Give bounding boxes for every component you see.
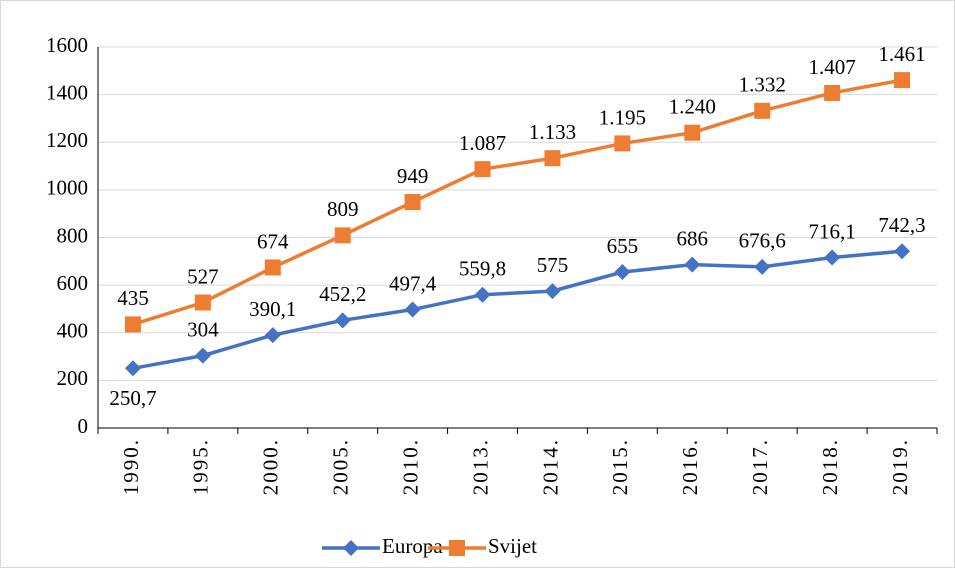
data-label: 527 [187,264,219,288]
point [894,243,911,260]
data-label: 1.407 [809,55,856,79]
y-tick-label: 0 [78,414,89,438]
point [124,360,141,377]
x-tick-label: 1990. [119,438,143,495]
point [824,84,841,101]
x-tick-label: 2017. [748,438,772,495]
point [684,256,701,273]
y-tick-label: 1200 [46,128,88,152]
point [194,347,211,364]
y-tick-label: 1400 [46,80,88,104]
point [264,327,281,344]
point [404,194,421,211]
x-tick-label: 2016. [678,438,702,495]
data-label: 674 [257,229,289,253]
data-label: 452,2 [319,282,366,306]
point [544,283,561,300]
data-label: 1.087 [459,131,506,155]
data-label: 742,3 [878,213,925,237]
point [614,264,631,281]
legend-label: Svijet [488,534,537,558]
series-line [132,249,903,371]
data-label: 1.195 [599,105,646,129]
data-label: 575 [537,253,569,277]
point [544,150,561,167]
x-tick-label: 2015. [608,438,632,495]
data-label: 686 [677,226,709,250]
y-tick-label: 200 [57,366,89,390]
point [754,102,771,119]
y-tick-label: 1000 [46,176,88,200]
point [474,286,491,303]
legend-marker [343,540,359,556]
data-label: 1.461 [878,42,925,66]
data-label: 250,7 [109,386,156,410]
x-tick-label: 2000. [259,438,283,495]
y-tick-label: 800 [57,223,89,247]
y-tick-label: 600 [57,271,89,295]
y-tick-label: 400 [57,319,89,343]
data-label: 1.133 [529,120,576,144]
data-label: 497,4 [389,271,437,295]
x-tick-label: 2013. [468,438,492,495]
series-line [132,78,903,327]
data-label: 676,6 [739,229,786,253]
data-label: 949 [397,164,429,188]
point [194,294,211,311]
data-label: 655 [607,234,639,258]
point [824,249,841,266]
data-label: 390,1 [249,297,296,321]
data-label: 716,1 [809,219,856,243]
data-label: 559,8 [459,257,506,281]
data-label: 809 [327,197,359,221]
legend-marker [449,540,465,556]
data-label: 304 [187,317,219,341]
x-tick-label: 2010. [398,438,422,495]
point [894,72,911,89]
x-tick-label: 1995. [189,438,213,495]
data-label: 1.240 [669,95,716,119]
x-tick-label: 2018. [818,438,842,495]
point [614,135,631,152]
legend-label: Europa [382,534,443,558]
point [404,301,421,318]
x-tick-label: 2014. [538,438,562,495]
point [264,259,281,276]
data-label: 1.332 [739,73,786,97]
point [124,316,141,333]
point [334,227,351,244]
x-tick-label: 2005. [329,438,353,495]
x-tick-label: 2019. [888,438,912,495]
point [754,258,771,275]
data-label: 435 [117,286,149,310]
point [474,161,491,178]
point [684,124,701,141]
y-tick-label: 1600 [46,33,88,57]
point [334,312,351,329]
